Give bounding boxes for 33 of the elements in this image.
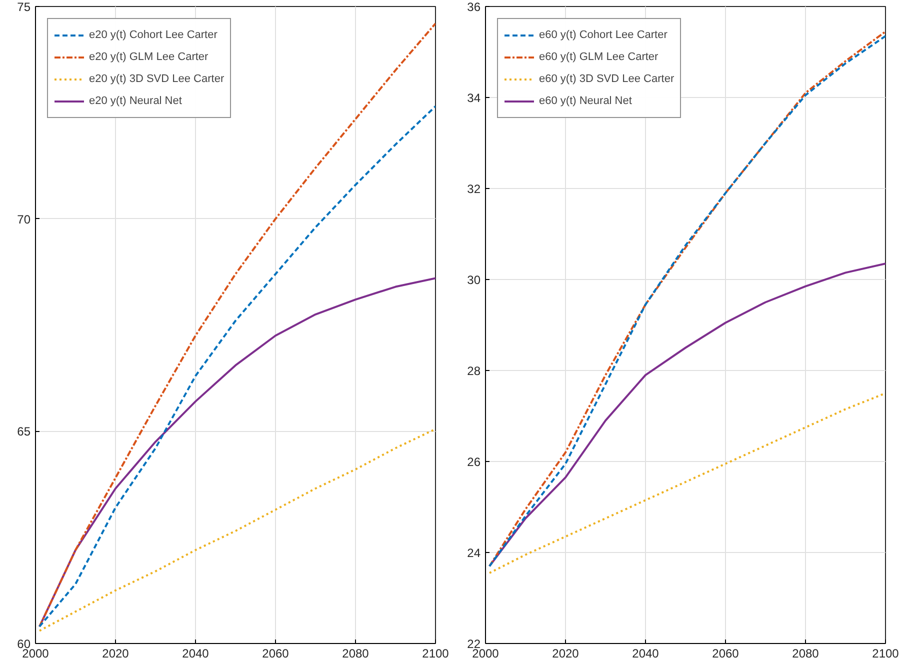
x-tick-label: 2060 [712, 646, 740, 660]
x-tick-label: 2080 [342, 646, 370, 660]
x-tick-label: 2040 [182, 646, 210, 660]
legend-label: e20 y(t) 3D SVD Lee Carter [89, 73, 224, 85]
line-series [488, 392, 886, 574]
legend-label: e20 y(t) Cohort Lee Carter [89, 29, 218, 41]
y-tick-label: 36 [467, 0, 481, 14]
legend-label: e20 y(t) GLM Lee Carter [89, 51, 208, 63]
x-tick-label: 2080 [792, 646, 820, 660]
line-series [488, 262, 886, 568]
x-tick-label: 2100 [422, 646, 450, 660]
y-tick-label: 75 [17, 0, 31, 14]
x-tick-label: 2040 [632, 646, 660, 660]
x-tick-label: 2020 [552, 646, 580, 660]
legend-label: e20 y(t) Neural Net [89, 95, 182, 107]
y-tick-label: 70 [17, 212, 31, 226]
y-tick-label: 28 [467, 364, 481, 378]
y-tick-label: 24 [467, 546, 481, 560]
x-tick-label: 2100 [872, 646, 900, 660]
y-tick-label: 30 [467, 273, 481, 287]
y-tick-label: 34 [467, 91, 481, 105]
x-tick-label: 2000 [22, 646, 50, 660]
legend-label: e60 y(t) GLM Lee Carter [539, 51, 658, 63]
y-tick-label: 32 [467, 182, 481, 196]
legend-label: e60 y(t) 3D SVD Lee Carter [539, 73, 674, 85]
x-tick-label: 2060 [262, 646, 290, 660]
y-tick-label: 65 [17, 424, 31, 439]
x-tick-label: 2020 [102, 646, 130, 660]
y-tick-label: 26 [467, 455, 481, 469]
x-tick-label: 2000 [472, 646, 500, 660]
legend-label: e60 y(t) Cohort Lee Carter [539, 29, 668, 41]
legend-label: e60 y(t) Neural Net [539, 95, 632, 107]
line-series [38, 428, 436, 632]
